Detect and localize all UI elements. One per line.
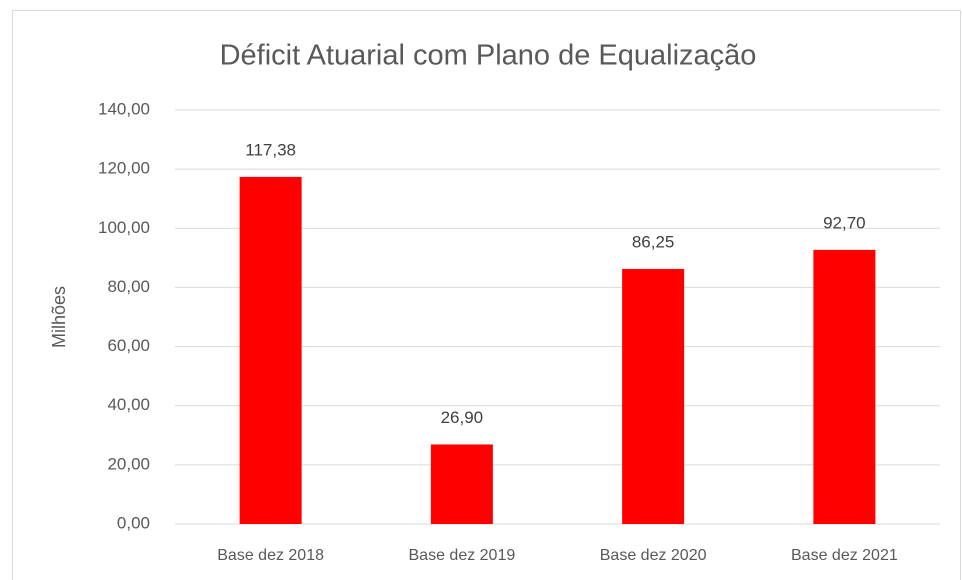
data-label: 86,25	[632, 232, 675, 251]
x-tick-label: Base dez 2021	[791, 547, 898, 564]
y-tick-label: 100,00	[98, 218, 150, 237]
data-label: 92,70	[823, 213, 866, 232]
bar	[813, 249, 876, 524]
x-tick-label: Base dez 2019	[409, 547, 516, 564]
bar	[430, 444, 493, 524]
y-tick-label: 120,00	[98, 159, 150, 178]
y-axis-label: Milhões	[49, 286, 69, 348]
bar	[622, 268, 685, 524]
data-label: 26,90	[441, 408, 484, 427]
chart-title: Déficit Atuarial com Plano de Equalizaçã…	[220, 40, 757, 72]
y-tick-label: 60,00	[107, 336, 150, 355]
x-tick-label: Base dez 2018	[217, 547, 324, 564]
x-tick-label: Base dez 2020	[600, 547, 707, 564]
y-tick-label: 80,00	[107, 277, 150, 296]
bar	[239, 176, 302, 524]
y-tick-label: 140,00	[98, 99, 150, 118]
data-label: 117,38	[245, 140, 296, 159]
y-tick-label: 0,00	[117, 513, 150, 532]
y-tick-label: 40,00	[107, 395, 150, 414]
y-tick-label: 20,00	[107, 454, 150, 473]
